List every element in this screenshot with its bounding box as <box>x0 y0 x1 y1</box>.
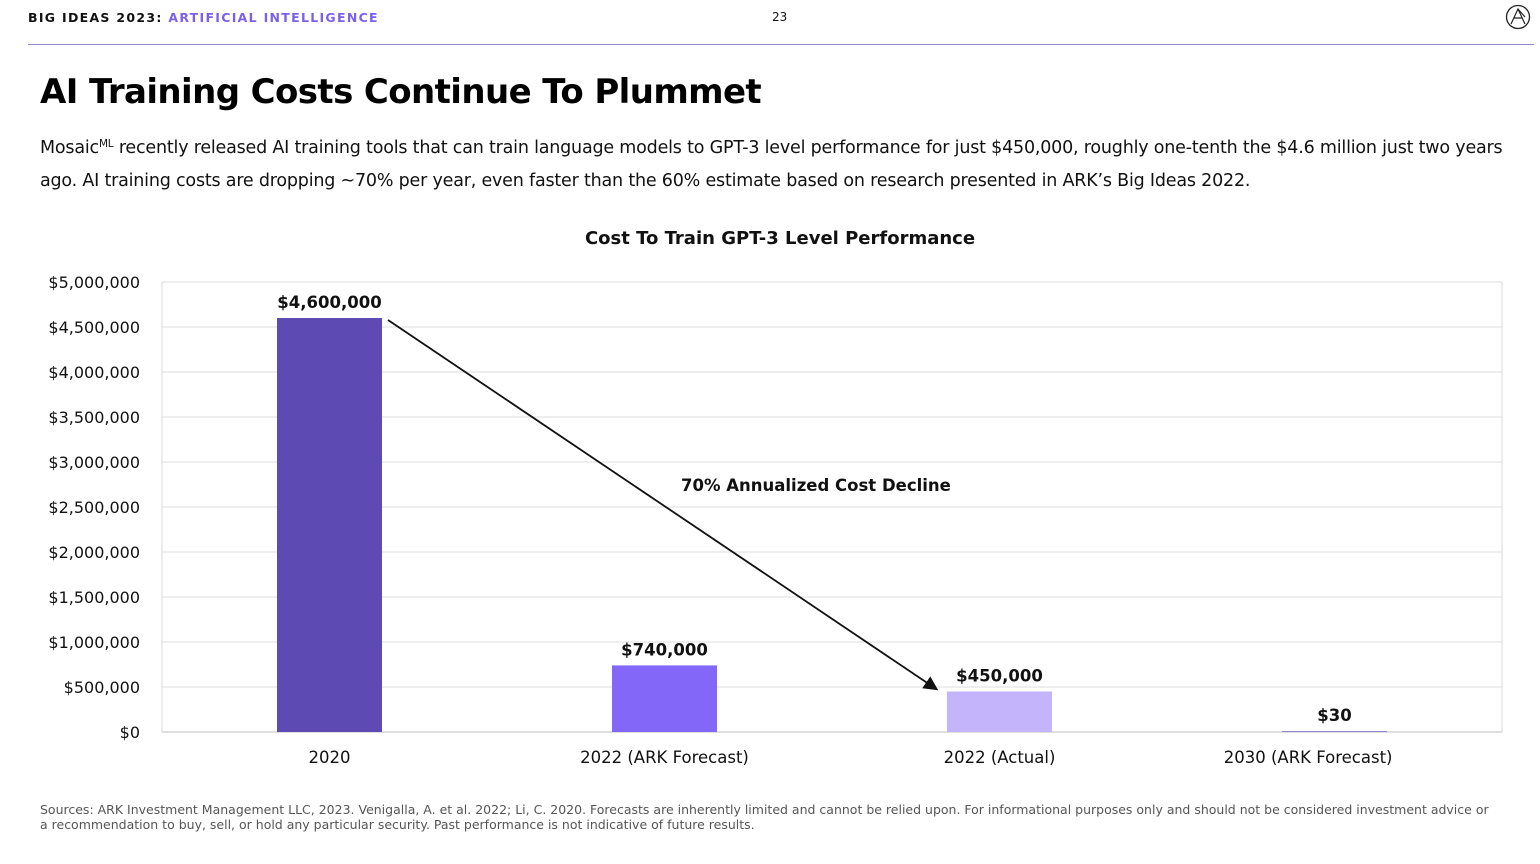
header-section: ARTIFICIAL INTELLIGENCE <box>168 10 379 25</box>
bar <box>612 665 717 732</box>
y-tick-label: $5,000,000 <box>48 273 140 292</box>
header-brand: BIG IDEAS 2023: <box>28 10 163 25</box>
y-tick-label: $4,500,000 <box>48 318 140 337</box>
sources-footnote: Sources: ARK Investment Management LLC, … <box>40 802 1489 832</box>
y-tick-label: $1,000,000 <box>48 633 140 652</box>
data-label: $4,600,000 <box>277 293 381 312</box>
intro-paragraph: MosaicML recently released AI training t… <box>40 132 1510 198</box>
decline-arrow <box>387 319 939 691</box>
x-tick-label: 2020 <box>309 748 351 767</box>
data-label: $450,000 <box>956 667 1043 686</box>
header-divider <box>28 44 1534 45</box>
x-tick-label: 2022 (Actual) <box>944 748 1056 767</box>
x-tick-label: 2030 (ARK Forecast) <box>1224 748 1393 767</box>
intro-text-rest: recently released AI training tools that… <box>40 138 1503 191</box>
y-tick-label: $2,000,000 <box>48 543 140 562</box>
bar-chart: $0 $500,000 $1,000,000 $1,500,000 $2,000,000… <box>48 273 1503 767</box>
data-label: $740,000 <box>621 640 708 659</box>
y-tick-label: $0 <box>120 723 140 742</box>
y-tick-label: $500,000 <box>64 678 140 697</box>
intro-superscript: ML <box>98 138 114 150</box>
slide-header: BIG IDEAS 2023: ARTIFICIAL INTELLIGENCE <box>28 10 379 25</box>
x-tick-label: 2022 (ARK Forecast) <box>580 748 749 767</box>
y-tick-label: $3,500,000 <box>48 408 140 427</box>
ark-logo-icon <box>1505 4 1531 30</box>
y-tick-label: $4,000,000 <box>48 363 140 382</box>
data-label: $30 <box>1317 706 1351 725</box>
y-tick-label: $1,500,000 <box>48 588 140 607</box>
y-tick-label: $2,500,000 <box>48 498 140 517</box>
bar <box>277 318 382 732</box>
annotation-label: 70% Annualized Cost Decline <box>681 476 951 495</box>
chart-title: Cost To Train GPT-3 Level Performance <box>584 228 976 249</box>
bar <box>1282 731 1387 732</box>
bar <box>947 691 1052 732</box>
page-number: 23 <box>772 10 788 24</box>
intro-text-start: Mosaic <box>40 138 99 158</box>
y-tick-label: $3,000,000 <box>48 453 140 472</box>
page-title: AI Training Costs Continue To Plummet <box>40 72 762 112</box>
